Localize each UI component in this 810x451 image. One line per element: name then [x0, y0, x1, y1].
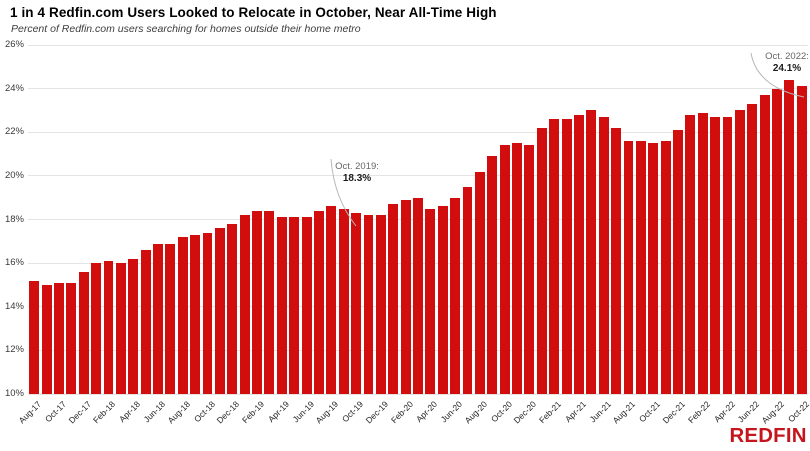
- y-tick-label: 16%: [4, 257, 24, 269]
- bar-Mar-22: [710, 116, 721, 394]
- bar-Jun-18: [153, 243, 163, 394]
- bar-Jan-19: [239, 215, 250, 394]
- bar-Jun-19: [301, 217, 312, 394]
- bar-Feb-20: [400, 199, 411, 394]
- bar-Aug-20: [474, 171, 485, 394]
- bar-Jul-22: [759, 95, 770, 394]
- bar-Jan-21: [536, 127, 547, 394]
- chart-subtitle: Percent of Redfin.com users searching fo…: [11, 23, 361, 35]
- gridline: [28, 393, 808, 395]
- y-tick-label: 18%: [4, 213, 24, 225]
- bar-Apr-20: [425, 208, 436, 394]
- bar-Dec-18: [227, 223, 238, 394]
- bar-Apr-21: [574, 114, 584, 394]
- bar-Aug-21: [623, 140, 634, 394]
- bar-Oct-19: [351, 212, 362, 394]
- y-tick-label: 12%: [4, 344, 24, 356]
- bar-Nov-21: [660, 140, 671, 394]
- y-tick-label: 14%: [4, 300, 24, 312]
- bar-Feb-22: [697, 112, 708, 394]
- bar-Nov-18: [214, 228, 225, 394]
- bar-May-21: [586, 110, 597, 394]
- bar-Nov-20: [512, 143, 522, 394]
- bar-Mar-18: [115, 263, 126, 394]
- bar-Jul-21: [611, 127, 622, 394]
- annotation-oct-2019: Oct. 2019: 18.3%: [327, 161, 387, 184]
- bar-Oct-22: [796, 86, 807, 394]
- bar-Mar-20: [413, 197, 423, 394]
- bar-May-20: [437, 206, 448, 394]
- bar-Aug-18: [177, 236, 188, 394]
- bar-May-18: [140, 250, 151, 394]
- bar-Aug-19: [326, 206, 337, 394]
- annotation-oct-2019-label: Oct. 2019:: [335, 161, 379, 172]
- bar-Aug-22: [772, 88, 782, 394]
- annotation-oct-2022-value: 24.1%: [772, 62, 802, 74]
- bar-Sep-21: [635, 140, 646, 394]
- y-tick-label: 10%: [4, 388, 24, 399]
- bar-Apr-22: [722, 116, 733, 394]
- bar-Nov-19: [363, 215, 374, 394]
- bar-Jul-19: [314, 210, 324, 394]
- bar-Sep-18: [190, 234, 201, 394]
- bar-Aug-17: [29, 280, 40, 394]
- bar-Jun-22: [747, 103, 758, 394]
- bar-Sep-20: [487, 156, 498, 394]
- gridline: [28, 175, 808, 177]
- annotation-oct-2022: Oct. 2022: 24.1%: [757, 51, 810, 74]
- bar-Sep-22: [784, 79, 795, 394]
- gridline: [28, 44, 808, 46]
- bar-Jan-18: [91, 263, 102, 394]
- bar-Feb-21: [549, 119, 560, 394]
- bar-Sep-19: [338, 208, 349, 394]
- bar-Apr-19: [276, 217, 287, 394]
- bar-Jul-20: [462, 186, 473, 394]
- bar-Jan-20: [388, 204, 399, 394]
- bar-Oct-18: [202, 232, 213, 394]
- bar-Jun-21: [598, 116, 609, 394]
- chart-title: 1 in 4 Redfin.com Users Looked to Reloca…: [10, 5, 497, 20]
- redfin-logo: REDFIN: [729, 425, 807, 447]
- gridline: [28, 131, 808, 133]
- annotation-oct-2022-label: Oct. 2022:: [765, 51, 809, 62]
- bar-May-22: [734, 110, 745, 394]
- y-tick-label: 24%: [4, 82, 24, 94]
- bar-Oct-21: [648, 143, 659, 394]
- annotation-oct-2019-value: 18.3%: [342, 172, 372, 184]
- bar-Dec-21: [673, 130, 683, 394]
- y-tick-label: 26%: [4, 39, 24, 50]
- bar-Nov-17: [66, 282, 77, 394]
- bar-Apr-18: [128, 258, 139, 394]
- bar-Sep-17: [41, 284, 52, 394]
- bar-Oct-20: [499, 145, 510, 394]
- bar-Jul-18: [165, 243, 176, 394]
- bar-Dec-20: [524, 145, 535, 394]
- bar-Oct-17: [54, 282, 64, 394]
- bar-Mar-19: [264, 210, 275, 394]
- bar-Jun-20: [450, 197, 461, 394]
- bar-Mar-21: [561, 119, 572, 394]
- y-tick-label: 22%: [4, 126, 24, 138]
- gridline: [28, 88, 808, 90]
- bar-Dec-19: [375, 215, 386, 394]
- plot-area: 10% 12% 14% 16% 18% 20% 22% 24% 26% Aug-17 Oct-17 D…: [5, 39, 810, 425]
- bar-Feb-18: [103, 260, 114, 394]
- bar-Jan-22: [685, 114, 696, 394]
- y-tick-label: 20%: [4, 169, 24, 181]
- bar-Dec-17: [78, 271, 89, 394]
- bar-May-19: [289, 217, 300, 394]
- bar-Feb-19: [252, 210, 262, 394]
